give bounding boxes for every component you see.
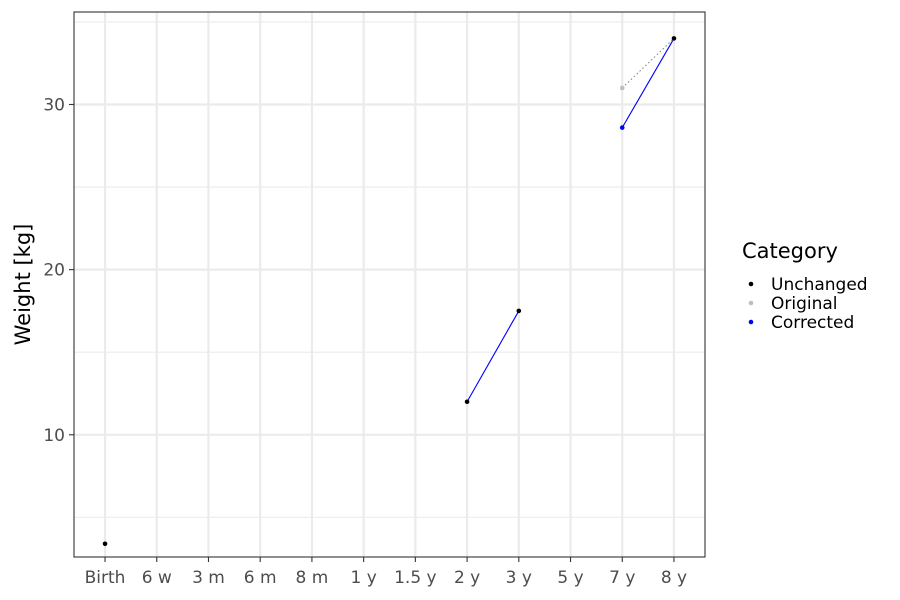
legend-key-corrected	[748, 319, 754, 325]
major-gridlines	[74, 12, 705, 557]
plot-panel-background	[74, 12, 705, 557]
y-tick-label: 30	[43, 95, 65, 115]
legend-key-original	[748, 300, 754, 306]
connector-lines	[466, 38, 675, 403]
x-tick-label: 8 m	[296, 568, 329, 588]
legend-title: Category	[742, 239, 838, 263]
unchanged-point	[671, 36, 677, 41]
x-axis: Birth 6 w 3 m 6 m 8 m 1 y 1.5 y 2 y 3 y 5 y 7 y 8 y	[85, 557, 687, 588]
unchanged-point	[464, 399, 470, 405]
legend-label-original: Original	[771, 294, 838, 314]
minor-gridlines	[74, 21, 705, 518]
plot-panel-border	[73, 11, 706, 558]
x-tick-label: 5 y	[557, 568, 583, 588]
x-tick-label: 1 y	[350, 568, 376, 588]
corrected-connector-line	[466, 310, 520, 403]
x-tick-label: 3 m	[192, 568, 225, 588]
x-tick-label: 2 y	[454, 568, 480, 588]
legend-key-unchanged	[748, 281, 754, 287]
legend-label-unchanged: Unchanged	[771, 275, 868, 295]
y-axis-title: Weight [kg]	[11, 224, 35, 346]
x-tick-label: 3 y	[506, 568, 532, 588]
x-tick-label: 1.5 y	[394, 568, 437, 588]
unchanged-point	[516, 308, 522, 314]
x-tick-label: Birth	[85, 568, 126, 588]
corrected-point	[619, 125, 625, 130]
data-points	[102, 36, 677, 547]
y-tick-label: 10	[43, 426, 65, 446]
original-point	[619, 85, 625, 91]
x-tick-label: 6 w	[142, 568, 172, 588]
x-tick-label: 6 m	[244, 568, 277, 588]
y-tick-label: 20	[43, 261, 65, 281]
x-tick-label: 8 y	[661, 568, 687, 588]
x-tick-label: 7 y	[609, 568, 635, 588]
unchanged-point	[102, 541, 108, 547]
y-axis: 10 20 30	[43, 95, 74, 446]
corrected-connector-line	[621, 38, 675, 128]
legend-label-corrected: Corrected	[771, 313, 854, 333]
